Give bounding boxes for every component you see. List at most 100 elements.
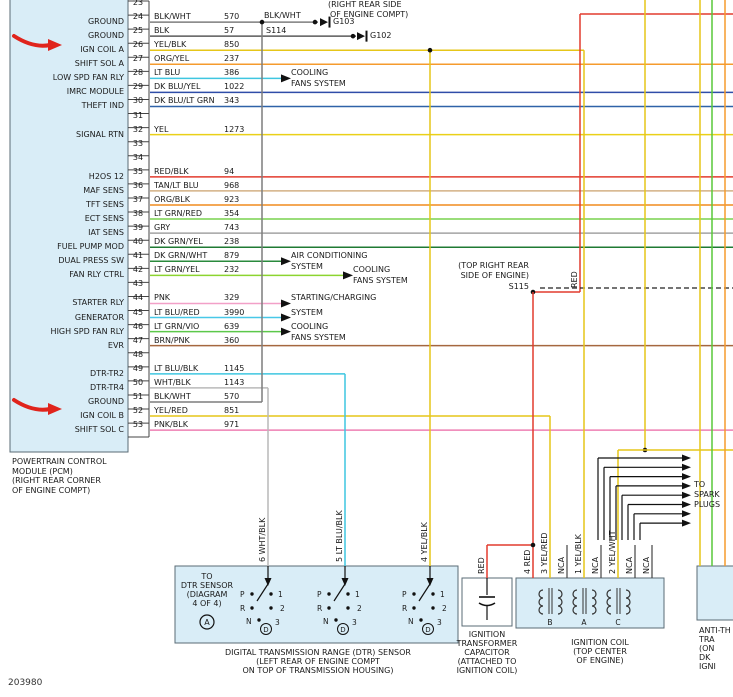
system-label: FANS SYSTEM [353,276,408,286]
coil-pin-label: 3 YEL/RED [540,533,549,575]
system-label: COOLING [353,265,391,275]
anti-theft-caption: TRA [699,635,715,644]
dtr-contact-dot [327,592,331,596]
dtr-note: TO [201,572,213,581]
circuit-number: 343 [224,96,240,106]
spark-plugs-label: SPARK [694,490,720,499]
pcm-pin-label: GROUND [87,396,124,406]
dtr-contact-dot [269,606,273,610]
wire-color-label: RED/BLK [154,166,189,176]
location-note: SIDE OF ENGINE) [460,271,529,280]
pcm-pin-label: EVR [107,340,124,350]
circuit-number: 570 [224,12,240,22]
pcm-pin-label: ECT SENS [84,214,124,224]
dtr-wire-label: 5 LT BLU/BLK [335,510,344,562]
spark-arrow [682,510,691,518]
circuit-number: 743 [224,223,240,233]
anti-theft-caption: (ON [699,644,715,653]
circuit-number: 386 [224,68,240,78]
ground-symbol-g103 [320,18,328,27]
dtr-contact-dot [346,592,350,596]
circuit-number: 232 [224,265,240,275]
dtr-position-label: 2 [357,604,362,613]
system-arrow [343,271,353,280]
system-label: FANS SYSTEM [291,332,346,342]
pcm-pin-number: 50 [132,377,144,387]
circuit-number: 971 [224,420,240,430]
circuit-number: 1145 [224,363,245,373]
pcm-caption: MODULE (PCM) [12,466,73,476]
circuit-number: 923 [224,194,240,204]
dtr-position-label: 1 [278,590,283,599]
wire-color-label: GRY [154,223,171,233]
pcm-pin-number: 51 [132,391,144,401]
dtr-position-label: 3 [275,618,280,627]
dtr-contact-dot [334,618,338,622]
junction-dot [427,47,433,53]
pcm-pin-label: SHIFT SOL C [74,425,124,435]
ground-id-g102: G102 [370,31,392,41]
ground-symbol-g102 [357,32,365,41]
coil-winding-label: C [615,618,620,627]
pcm-pin-number: 38 [132,209,144,219]
dtr-contact-dot [269,592,273,596]
coil-pin-label: 4 RED [523,550,532,574]
system-label: COOLING [291,321,329,331]
pcm-pin-label: IAT SENS [88,228,124,238]
dtr-position-label: 1 [440,590,445,599]
wire-color-label: WHT/BLK [154,377,191,387]
coil-pin-label: 1 YEL/BLK [574,533,583,574]
pcm-pin-label: STARTER RLY [72,298,124,308]
pcm-pin-number: 30 [132,96,144,106]
dtr-position-label: N [246,617,252,626]
dtr-switch-arrow [341,578,349,586]
wire-color-label: ORG/YEL [154,54,190,64]
spark-arrow [682,454,691,462]
coil-pin-label: NCA [591,556,600,574]
spark-arrow [682,501,691,508]
coil-pin-label: NCA [625,556,634,574]
circuit-number: 639 [224,321,240,331]
wire-color-label: PNK [154,293,171,303]
pcm-pin-number: 24 [132,12,144,22]
coil-pin-label: NCA [642,556,651,574]
pcm-pin-label: HIGH SPD FAN RLY [50,326,124,336]
wire-label-red: RED [570,271,579,288]
wire-color-label: TAN/LT BLU [154,180,199,190]
pcm-pin-number: 45 [132,307,144,317]
pcm-pin-number: 37 [132,194,144,204]
capacitor-caption: IGNITION [468,630,506,639]
system-arrow [281,257,291,266]
spark-arrow [682,473,691,481]
dtr-position-label: R [317,604,322,613]
circuit-number: 851 [224,406,240,416]
pcm-pin-label: THEFT IND [81,101,124,111]
coil-secondary-winding [557,589,563,615]
location-note: (TOP RIGHT REAR [458,261,529,270]
pcm-pin-number: 31 [132,110,144,120]
system-arrow [281,313,291,322]
system-arrow [281,299,291,308]
dtr-caption: DIGITAL TRANSMISSION RANGE (DTR) SENSOR [224,648,411,657]
dtr-position-label: R [402,604,407,613]
system-label: STARTING/CHARGING [291,293,377,303]
dtr-sensor-box [174,565,459,644]
pcm-caption: POWERTRAIN CONTROL [12,457,107,466]
pcm-pin-number: 41 [132,251,144,261]
dtr-wire-label: 6 WHT/BLK [258,517,267,562]
pcm-pin-number: 52 [132,406,144,416]
pcm-pin-number: 53 [132,420,144,430]
circuit-number: 3990 [224,307,245,317]
system-label: FANS SYSTEM [291,79,346,89]
coil-winding-label: B [547,618,552,627]
dtr-position-label: D [425,626,430,634]
junction-dot [259,19,265,25]
coil-secondary-winding [591,589,597,615]
red-marker-arrowhead-ign-coil-a [48,39,62,51]
coil-pin-label: NCA [557,556,566,574]
pcm-caption: (RIGHT REAR CORNER [12,476,101,485]
pcm-pin-number: 23 [132,0,144,7]
pcm-pin-number: 49 [132,363,144,373]
pcm-pin-number: 35 [132,166,144,176]
